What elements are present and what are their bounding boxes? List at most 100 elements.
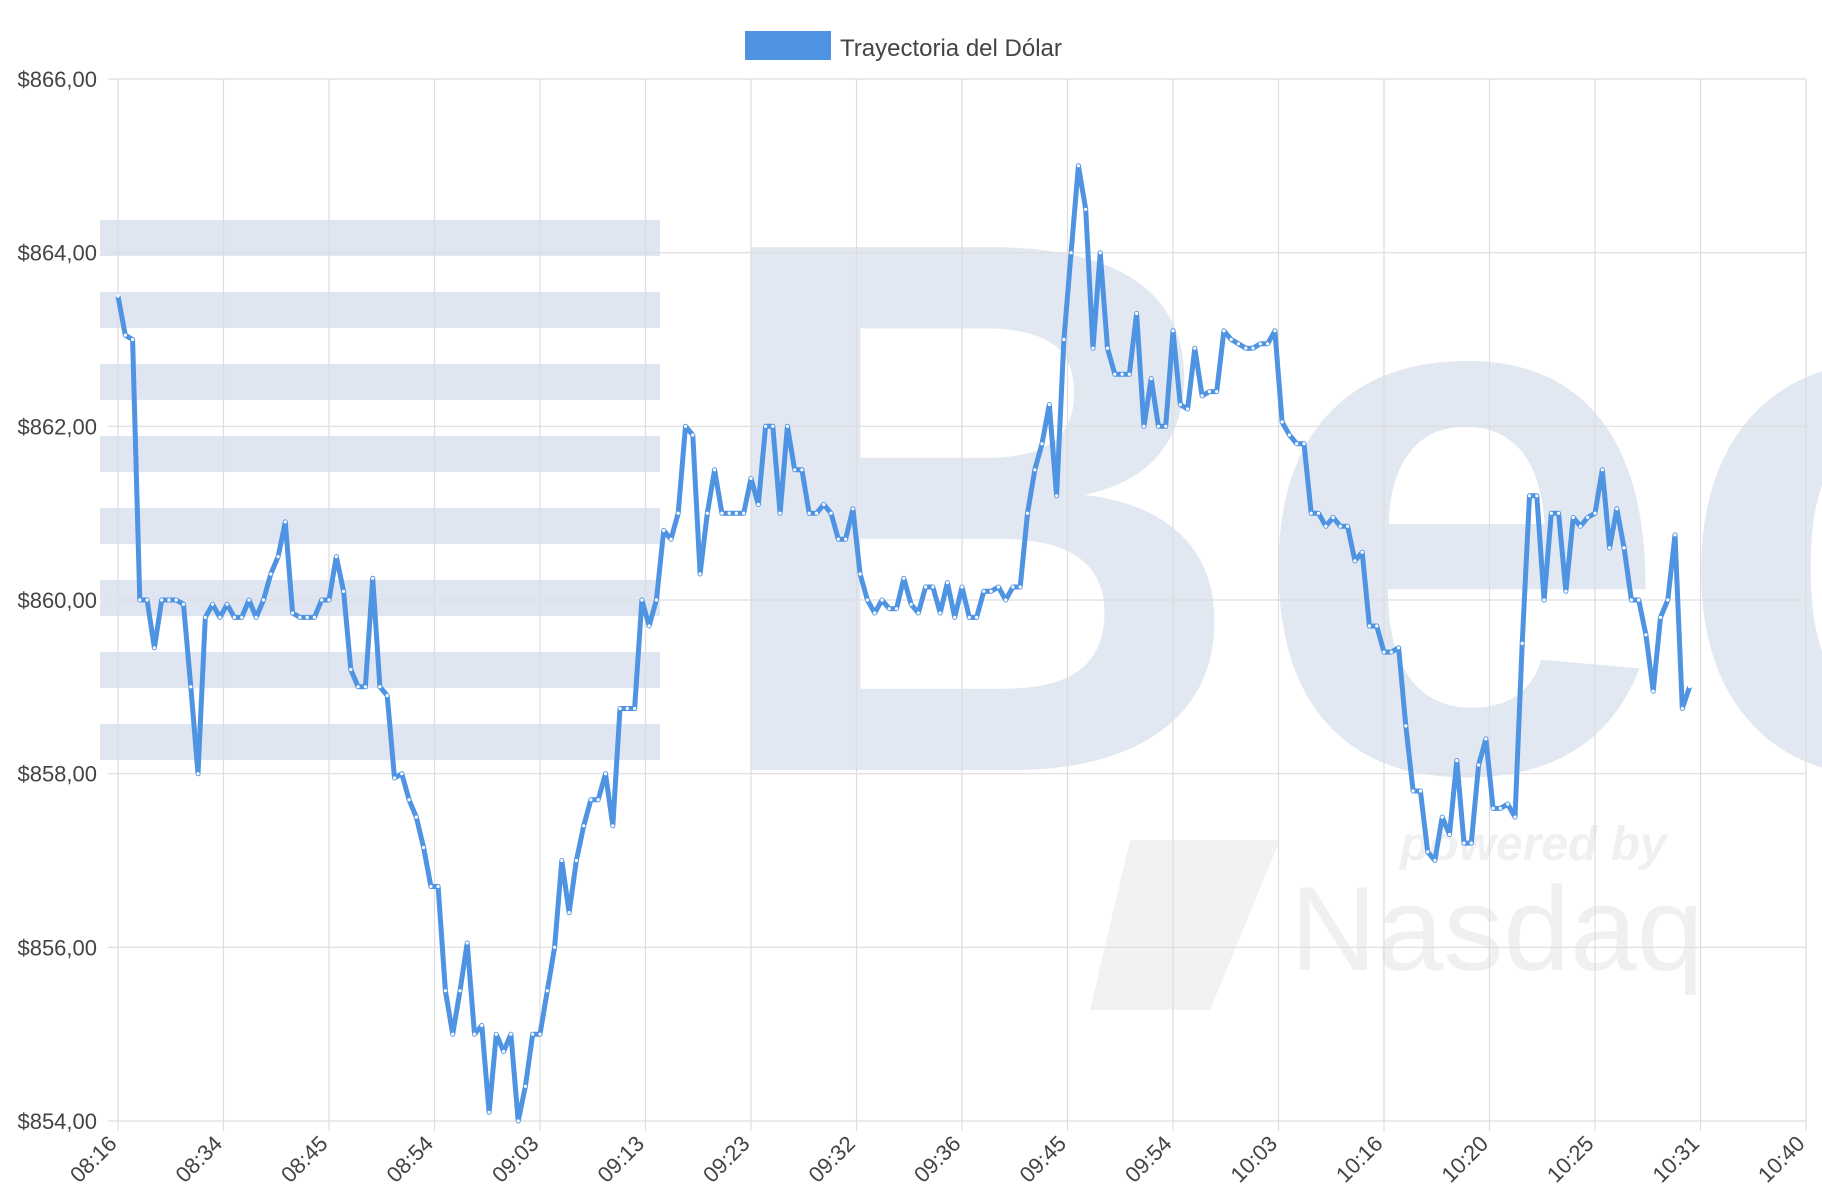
data-point[interactable] bbox=[1236, 342, 1241, 346]
data-point[interactable] bbox=[873, 611, 877, 615]
data-point[interactable] bbox=[705, 511, 709, 515]
data-point[interactable] bbox=[1658, 615, 1663, 620]
data-point[interactable] bbox=[647, 624, 651, 628]
data-point[interactable] bbox=[516, 1119, 520, 1123]
data-point[interactable] bbox=[1520, 641, 1524, 646]
data-point[interactable] bbox=[203, 615, 207, 620]
data-point[interactable] bbox=[1346, 524, 1350, 528]
data-point[interactable] bbox=[945, 581, 950, 585]
data-point[interactable] bbox=[312, 615, 316, 620]
data-point[interactable] bbox=[1178, 403, 1182, 407]
data-point[interactable] bbox=[523, 1084, 528, 1088]
data-point[interactable] bbox=[342, 589, 346, 593]
data-point[interactable] bbox=[1353, 559, 1357, 563]
data-point[interactable] bbox=[218, 615, 222, 620]
data-point[interactable] bbox=[1200, 394, 1204, 398]
data-point[interactable] bbox=[756, 502, 760, 507]
data-point[interactable] bbox=[298, 615, 302, 620]
data-point[interactable] bbox=[989, 589, 993, 593]
data-point[interactable] bbox=[698, 572, 702, 576]
data-point[interactable] bbox=[1397, 646, 1401, 650]
data-point[interactable] bbox=[356, 685, 360, 689]
data-point[interactable] bbox=[414, 815, 418, 819]
data-point[interactable] bbox=[1331, 515, 1335, 520]
data-point[interactable] bbox=[1302, 442, 1306, 446]
data-point[interactable] bbox=[451, 1032, 455, 1036]
data-point[interactable] bbox=[996, 585, 1001, 589]
data-point[interactable] bbox=[865, 598, 870, 602]
data-point[interactable] bbox=[1527, 494, 1532, 498]
data-point[interactable] bbox=[1069, 251, 1073, 255]
data-point[interactable] bbox=[807, 511, 811, 515]
data-point[interactable] bbox=[385, 693, 389, 698]
data-point[interactable] bbox=[1105, 346, 1110, 350]
data-point[interactable] bbox=[560, 858, 564, 863]
data-point[interactable] bbox=[691, 433, 695, 437]
data-point[interactable] bbox=[1382, 650, 1386, 654]
data-point[interactable] bbox=[1266, 342, 1270, 346]
data-point[interactable] bbox=[1360, 550, 1364, 554]
data-point[interactable] bbox=[181, 602, 186, 606]
data-point[interactable] bbox=[1033, 468, 1037, 472]
data-point[interactable] bbox=[1389, 650, 1393, 654]
data-point[interactable] bbox=[1156, 424, 1160, 428]
data-point[interactable] bbox=[975, 615, 979, 620]
data-point[interactable] bbox=[1498, 806, 1502, 811]
data-point[interactable] bbox=[924, 585, 928, 589]
data-point[interactable] bbox=[1557, 511, 1561, 515]
data-point[interactable] bbox=[225, 602, 229, 606]
data-point[interactable] bbox=[465, 941, 469, 945]
data-point[interactable] bbox=[574, 858, 579, 863]
data-point[interactable] bbox=[982, 589, 986, 593]
data-point[interactable] bbox=[589, 798, 593, 802]
data-point[interactable] bbox=[1615, 507, 1619, 511]
data-point[interactable] bbox=[1324, 524, 1328, 528]
data-point[interactable] bbox=[1440, 815, 1444, 819]
data-point[interactable] bbox=[1608, 546, 1612, 550]
data-point[interactable] bbox=[123, 333, 127, 337]
data-point[interactable] bbox=[232, 615, 236, 620]
data-point[interactable] bbox=[334, 555, 338, 559]
data-point[interactable] bbox=[1018, 585, 1022, 589]
data-point[interactable] bbox=[261, 598, 266, 602]
data-point[interactable] bbox=[1433, 858, 1437, 863]
data-point[interactable] bbox=[305, 615, 309, 620]
data-point[interactable] bbox=[669, 537, 673, 541]
data-point[interactable] bbox=[545, 989, 549, 993]
data-point[interactable] bbox=[618, 706, 622, 711]
data-point[interactable] bbox=[1578, 524, 1582, 528]
data-point[interactable] bbox=[553, 945, 557, 949]
data-point[interactable] bbox=[858, 572, 862, 576]
data-point[interactable] bbox=[1091, 346, 1095, 350]
data-point[interactable] bbox=[960, 585, 964, 589]
data-point[interactable] bbox=[400, 772, 404, 776]
data-point[interactable] bbox=[662, 528, 666, 533]
data-point[interactable] bbox=[1375, 624, 1379, 628]
data-point[interactable] bbox=[683, 424, 688, 428]
data-point[interactable] bbox=[734, 511, 739, 515]
data-point[interactable] bbox=[1629, 598, 1633, 602]
data-point[interactable] bbox=[1055, 494, 1059, 498]
data-point[interactable] bbox=[596, 798, 600, 802]
data-point[interactable] bbox=[1084, 207, 1088, 211]
data-point[interactable] bbox=[1477, 763, 1481, 767]
data-point[interactable] bbox=[1637, 598, 1641, 602]
data-point[interactable] bbox=[392, 776, 397, 780]
data-point[interactable] bbox=[1142, 424, 1146, 428]
data-point[interactable] bbox=[1571, 515, 1575, 520]
data-point[interactable] bbox=[1040, 442, 1044, 446]
data-point[interactable] bbox=[189, 685, 193, 689]
data-point[interactable] bbox=[836, 537, 840, 541]
data-point[interactable] bbox=[254, 615, 258, 620]
data-point[interactable] bbox=[1549, 511, 1553, 515]
data-point[interactable] bbox=[1404, 724, 1408, 728]
data-point[interactable] bbox=[131, 337, 135, 342]
data-point[interactable] bbox=[167, 598, 171, 602]
data-point[interactable] bbox=[1491, 806, 1495, 811]
data-point[interactable] bbox=[1338, 524, 1342, 528]
data-point[interactable] bbox=[814, 511, 819, 515]
data-point[interactable] bbox=[902, 576, 906, 580]
data-point[interactable] bbox=[1127, 372, 1131, 376]
data-point[interactable] bbox=[472, 1032, 477, 1036]
data-point[interactable] bbox=[1229, 337, 1233, 342]
